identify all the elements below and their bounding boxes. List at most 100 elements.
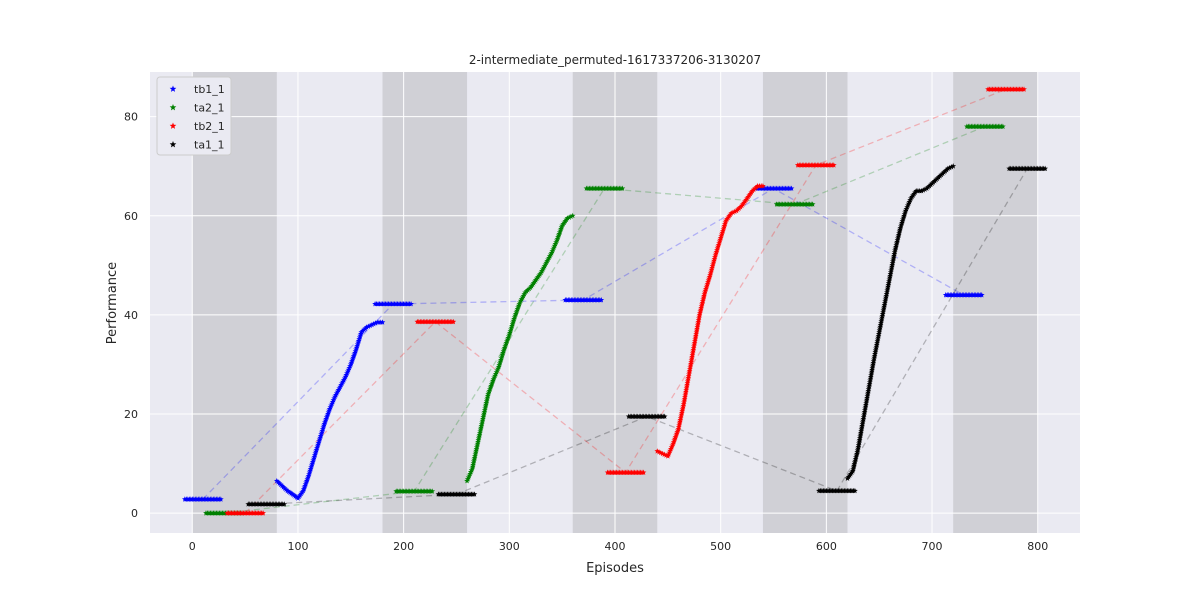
training-point [657,449,664,456]
training-point [877,325,883,332]
training-point [879,314,885,321]
eval-point [435,491,478,497]
training-point [275,479,281,485]
y-tick-label: 20 [124,408,138,421]
y-tick-label: 80 [124,111,138,124]
legend-marker [169,85,177,92]
training-point [881,301,888,308]
chart-title: 2-intermediate_permuted-1617337206-31302… [469,53,761,67]
training-point [881,303,887,310]
training-point [654,448,661,454]
training-point [876,329,883,335]
training-point [289,491,296,497]
eval-point [816,487,858,494]
training-curve [273,319,386,501]
training-point [882,298,889,304]
training-point [880,307,887,313]
training-point [365,323,372,329]
training-point [886,278,892,284]
training-curve [654,183,766,459]
training-point [888,267,895,273]
training-point [287,489,293,496]
training-point [292,493,299,499]
series-tb1_1 [181,185,985,502]
training-point [281,485,288,491]
training-point [285,488,292,495]
eval-point [181,496,224,502]
eval-point [583,185,626,191]
training-point [276,480,283,486]
training-point [882,296,889,302]
eval-point [372,300,414,307]
legend-items: tb1_1 ta2_1 tb2_1 ta1_1 [169,83,225,152]
training-point [872,349,879,355]
training-point [891,249,898,255]
y-tick-label: 0 [131,507,138,520]
eval-point [1006,165,1049,172]
legend-box [156,76,232,156]
legend-label: ta2_1 [194,102,225,115]
training-point [884,287,891,293]
training-point [876,331,882,337]
training-point [871,354,878,361]
training-point [920,187,927,193]
training-point [890,258,896,264]
training-point [948,164,955,170]
x-axis-label: Episodes [586,561,644,576]
legend-label: tb1_1 [194,83,225,96]
training-point [890,256,897,262]
training-point [878,316,885,322]
training-point [873,341,880,348]
data-points [181,86,1049,516]
training-point [875,332,882,339]
eval-point [773,201,816,207]
training-point [728,210,735,216]
training-point [291,492,297,498]
training-point [873,343,880,350]
training-point [872,347,879,353]
training-point [277,481,284,488]
x-tick-label: 800 [1027,540,1048,553]
training-point [880,305,887,312]
eval-point [562,297,605,303]
legend: tb1_1 ta2_1 tb2_1 ta1_1 [156,76,232,156]
x-tick-label: 0 [189,540,196,553]
training-point [280,484,287,490]
training-point [885,283,891,290]
training-point [889,263,895,270]
training-point [878,320,884,326]
training-curve [844,163,957,481]
training-point [730,209,736,215]
shaded-region [953,72,1038,533]
training-point [873,345,879,352]
legend-marker [169,141,177,148]
y-tick-label: 40 [124,309,138,322]
training-point [731,208,738,215]
eval-point [985,86,1027,92]
training-point [568,213,574,220]
training-point [887,272,893,279]
training-point [891,252,897,259]
x-tick-label: 200 [393,540,414,553]
training-point [883,292,890,299]
training-point [293,494,300,500]
training-point [885,281,892,288]
y-tick-label: 60 [124,210,138,223]
training-point [661,451,668,457]
training-point [886,276,893,282]
legend-marker [169,104,177,111]
training-point [288,490,295,496]
training-point [871,356,877,362]
training-point [874,338,881,344]
training-point [273,477,280,484]
training-point [883,294,889,301]
training-point [370,320,377,327]
training-point [284,487,291,494]
training-point [877,321,884,328]
x-tick-label: 400 [605,540,626,553]
training-curve [464,212,576,484]
training-point [656,449,662,455]
training-point [888,265,895,272]
